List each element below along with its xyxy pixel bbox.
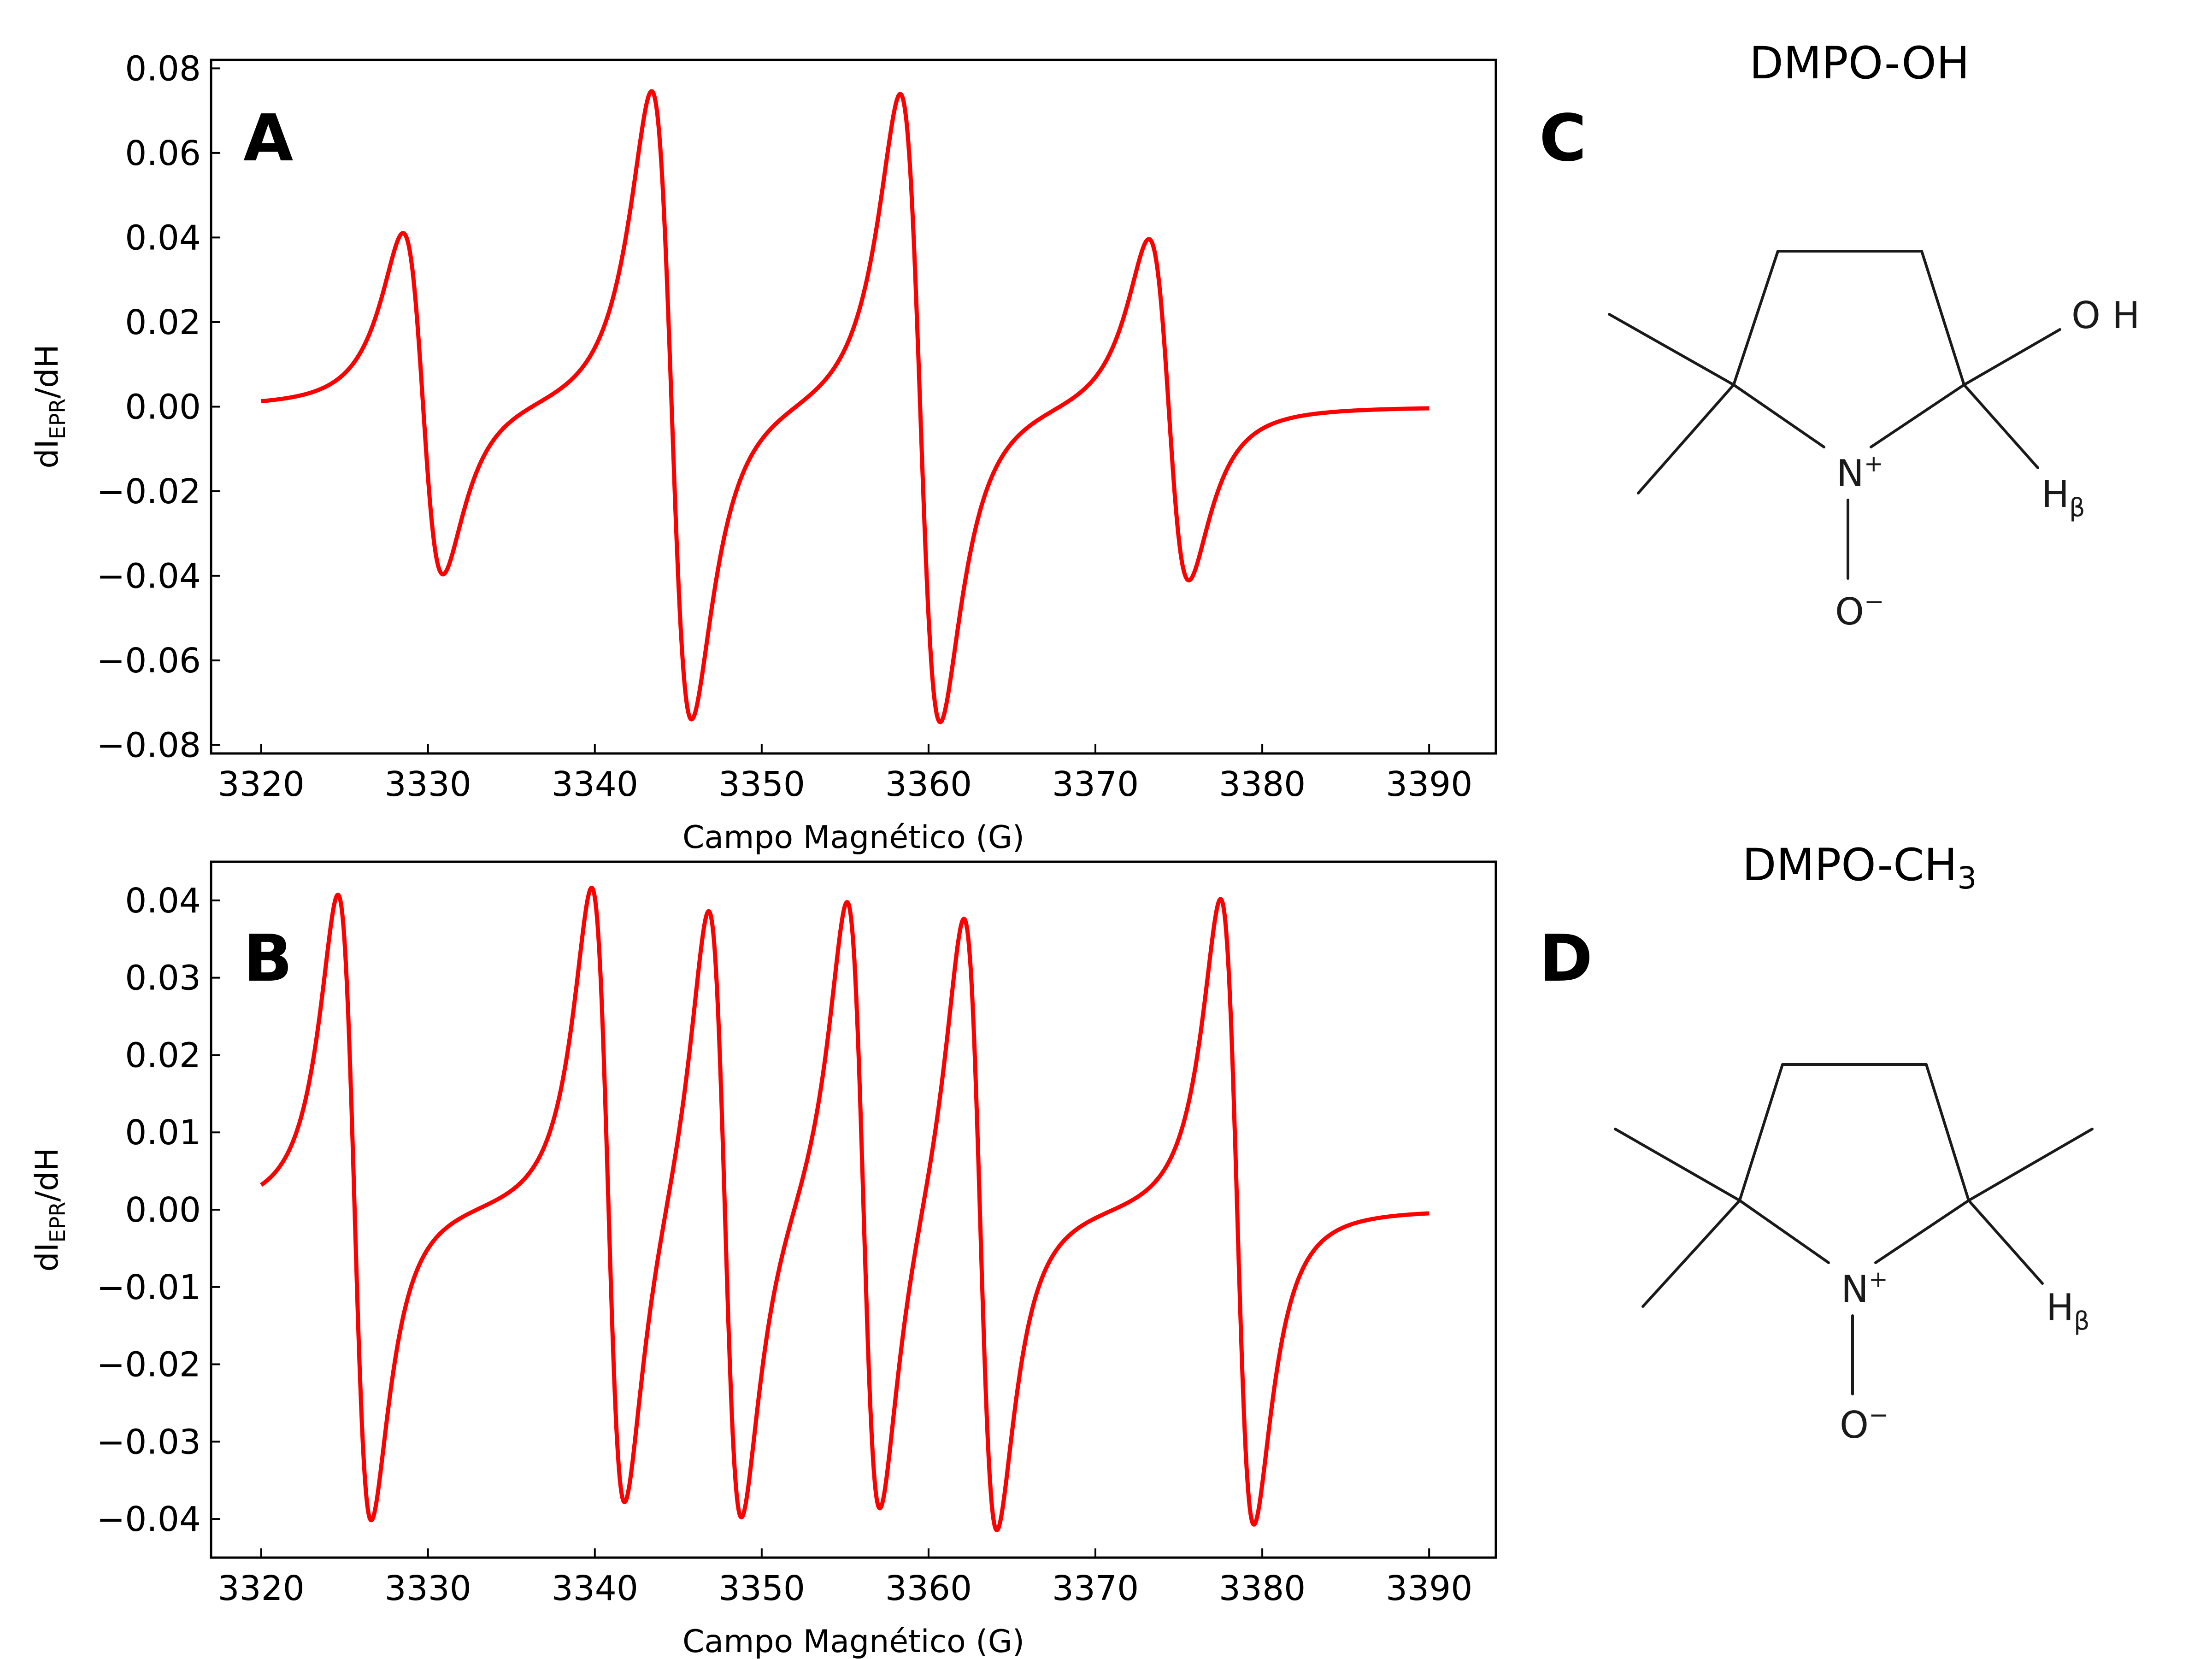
y-tick-label: 0.01: [125, 1113, 201, 1153]
y-tick-label: 0.02: [125, 303, 201, 342]
bond: [1967, 1199, 2044, 1285]
panel-d-o-atom: O−: [1840, 1401, 1889, 1447]
panel-d-h-beta: Hβ: [2046, 1286, 2090, 1335]
bond: [1925, 1063, 1970, 1202]
bond: [1738, 1199, 1830, 1264]
bond: [1870, 383, 1965, 448]
panel-a-series-line: [259, 89, 1431, 724]
x-tick-label: 3370: [1052, 1569, 1139, 1608]
bond: [1874, 1199, 1970, 1264]
panel-b-y-axis-label-sub: EPR: [45, 1202, 70, 1243]
x-tick-label: 3340: [552, 1569, 638, 1608]
panel-d-molecule-title: DMPO-CH3: [1742, 839, 1977, 896]
x-tick-label: 3360: [885, 1569, 972, 1608]
panel-d-bonds: [1614, 1063, 2094, 1395]
panel-d-n-atom: N+: [1841, 1266, 1888, 1311]
bond: [1732, 383, 1825, 448]
panel-b-ticks: [211, 899, 1430, 1558]
panel-c-n-atom: N+: [1836, 450, 1883, 495]
bond: [1732, 250, 1779, 386]
bond: [1614, 1128, 1741, 1202]
panel-b-axes-frame: [210, 860, 1497, 1559]
panel-c-letter: C: [1539, 101, 1587, 176]
panel-d-letter: D: [1539, 921, 1593, 996]
panel-a-axes-frame: [210, 59, 1497, 755]
x-tick-label: 3330: [385, 765, 471, 804]
panel-b-y-axis-label-tail: /dH: [29, 1147, 65, 1201]
x-tick-label: 3330: [385, 1569, 471, 1608]
panel-b-tick-labels: 3320 3330 3340 3350 3360 3370 3380 3390 −0.04 −0.…: [96, 881, 1472, 1608]
panel-a-y-axis-label-main: dI: [29, 439, 65, 468]
x-tick-label: 3340: [552, 765, 638, 804]
x-tick-label: 3320: [218, 765, 304, 804]
y-tick-label: −0.04: [96, 557, 201, 596]
panel-a-y-axis-label-sub: EPR: [45, 399, 70, 440]
x-tick-label: 3380: [1219, 1569, 1306, 1608]
panel-b-chart: 3320 3330 3340 3350 3360 3370 3380 3390 −0.04 −0.…: [29, 860, 1497, 1659]
x-tick-label: 3360: [885, 765, 972, 804]
y-tick-label: −0.03: [96, 1422, 201, 1462]
panel-b-y-axis-label-main: dI: [29, 1242, 65, 1271]
panel-a-tick-labels: 3320 3330 3340 3350 3360 3370 3380 3390 −0.08 −0.…: [96, 49, 1472, 804]
x-tick-label: 3320: [218, 1569, 304, 1608]
y-tick-label: −0.02: [96, 1345, 201, 1385]
y-tick-label: 0.06: [125, 134, 201, 173]
panel-a-y-axis-label-tail: /dH: [29, 344, 65, 398]
x-tick-label: 3380: [1219, 765, 1306, 804]
panel-c-bonds: [1608, 250, 2061, 580]
y-tick-label: 0.04: [125, 218, 201, 258]
y-tick-label: 0.03: [125, 959, 201, 998]
bond: [1963, 328, 2061, 386]
y-tick-label: 0.04: [125, 881, 201, 921]
bond: [1738, 1063, 1784, 1202]
bond: [1963, 383, 2039, 469]
x-tick-label: 3370: [1052, 765, 1139, 804]
panel-c-o-atom: O−: [1835, 588, 1884, 633]
y-tick-label: −0.08: [96, 726, 201, 765]
y-tick-label: 0.08: [125, 49, 201, 88]
y-tick-label: −0.01: [96, 1268, 201, 1307]
y-tick-label: −0.02: [96, 472, 201, 512]
x-tick-label: 3350: [718, 1569, 805, 1608]
panel-a-x-axis-label: Campo Magnético (G): [682, 819, 1024, 856]
panel-c-molecule-title: DMPO-OH: [1749, 37, 1970, 89]
panel-b-x-axis-label: Campo Magnético (G): [682, 1624, 1024, 1659]
panel-a-letter: A: [243, 101, 293, 176]
bond: [1967, 1128, 2094, 1202]
panel-c-oh-group: O H: [2071, 294, 2140, 337]
panel-c-structure: DMPO-OH C N+ O− O H Hβ: [1539, 37, 2140, 633]
panel-d-structure: DMPO-CH3 D N+ O− Hβ: [1539, 839, 2094, 1447]
x-tick-label: 3350: [718, 765, 805, 804]
y-tick-label: 0.02: [125, 1035, 201, 1075]
bond: [1641, 1199, 1741, 1308]
panel-c-h-beta: Hβ: [2041, 473, 2085, 522]
panel-b-series-line: [259, 885, 1431, 1532]
x-tick-label: 3390: [1386, 765, 1472, 804]
y-tick-label: 0.00: [125, 388, 201, 427]
panel-a-y-axis-label: dIEPR/dH: [29, 344, 70, 468]
bond: [1637, 383, 1735, 494]
y-tick-label: −0.04: [96, 1500, 201, 1539]
panel-b-letter: B: [243, 921, 293, 996]
y-tick-label: 0.00: [125, 1190, 201, 1230]
bond: [1920, 250, 1965, 386]
bond: [1608, 313, 1735, 386]
panel-b-y-axis-label: dIEPR/dH: [29, 1147, 70, 1271]
panel-a-ticks: [211, 67, 1430, 753]
panel-a-chart: 3320 3330 3340 3350 3360 3370 3380 3390 −0.08 −0.…: [29, 49, 1497, 856]
y-tick-label: −0.06: [96, 641, 201, 681]
x-tick-label: 3390: [1386, 1569, 1472, 1608]
